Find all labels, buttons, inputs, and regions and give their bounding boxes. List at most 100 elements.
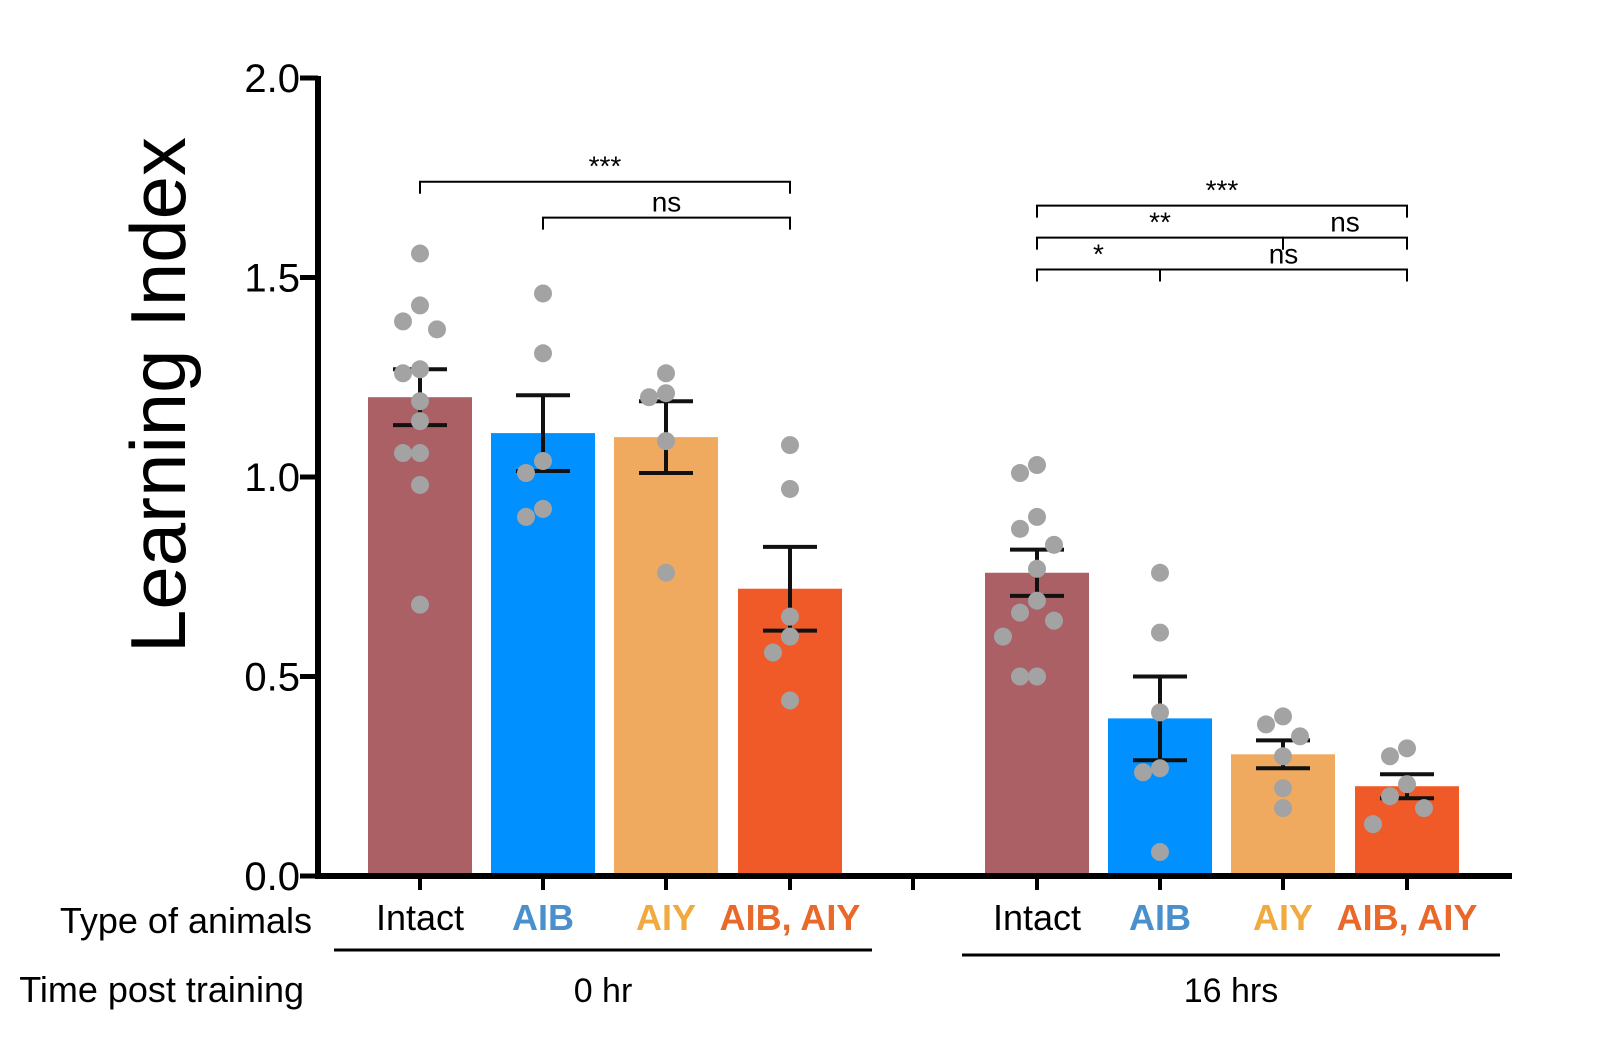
- category-label-7: AIB, AIY: [1337, 897, 1478, 938]
- category-label-5: AIB: [1129, 897, 1191, 938]
- data-point-0-4: [411, 360, 429, 379]
- data-point-7-3: [1381, 787, 1399, 806]
- data-point-4-7: [1011, 603, 1029, 622]
- data-point-0-2: [394, 312, 412, 331]
- significance-bracket-0: [419, 180, 791, 194]
- data-point-4-1: [1011, 464, 1029, 483]
- data-point-1-4: [534, 499, 552, 518]
- data-point-0-9: [394, 444, 412, 463]
- y-axis-label: Learning Index: [114, 137, 202, 653]
- data-point-6-2: [1291, 727, 1309, 746]
- data-point-0-3: [428, 320, 446, 339]
- significance-bracket-2: [1036, 204, 1408, 218]
- data-point-4-3: [1011, 519, 1029, 538]
- data-point-1-3: [517, 464, 535, 483]
- category-label-3: AIB, AIY: [720, 897, 861, 938]
- category-label-4: Intact: [993, 897, 1081, 938]
- data-point-1-2: [534, 452, 552, 471]
- data-point-3-4: [764, 643, 782, 662]
- data-point-1-0: [534, 284, 552, 303]
- data-point-5-5: [1151, 843, 1169, 862]
- y-tick-label-4: 2.0: [244, 57, 300, 101]
- labels-layer: 0.0 0.5 1.0 1.5 2.0 Learning Index Intact AIB AI…: [19, 57, 1477, 1010]
- data-point-5-2: [1151, 703, 1169, 722]
- data-point-6-0: [1274, 707, 1292, 726]
- category-label-0: Intact: [376, 897, 464, 938]
- bar-g1-0: [985, 572, 1089, 876]
- data-point-4-8: [1045, 611, 1063, 630]
- data-point-2-1: [657, 384, 675, 403]
- data-point-4-4: [1045, 535, 1063, 554]
- bar-g0-1: [491, 433, 595, 876]
- data-point-4-2: [1028, 507, 1046, 526]
- data-point-0-6: [411, 392, 429, 411]
- data-point-3-3: [781, 627, 799, 646]
- data-point-0-5: [394, 364, 412, 383]
- data-point-7-1: [1381, 747, 1399, 766]
- significance-label-3: **: [1149, 207, 1171, 238]
- data-point-2-3: [657, 432, 675, 451]
- data-point-4-9: [994, 627, 1012, 646]
- data-point-3-0: [781, 436, 799, 455]
- significance-layer: [419, 180, 1408, 282]
- data-point-2-4: [657, 563, 675, 582]
- data-point-6-3: [1274, 747, 1292, 766]
- axes-layer: [300, 75, 1512, 957]
- significance-bracket-5: [1036, 268, 1161, 282]
- data-points-layer: [394, 244, 1433, 862]
- category-label-2: AIY: [636, 897, 696, 938]
- y-tick-label-0: 0.0: [244, 855, 300, 899]
- data-point-0-8: [411, 444, 429, 463]
- significance-bracket-6: [1159, 268, 1408, 282]
- category-label-1: AIB: [512, 897, 574, 938]
- data-point-7-0: [1398, 739, 1416, 758]
- data-point-2-0: [657, 364, 675, 383]
- y-tick-label-2: 1.0: [244, 456, 300, 500]
- group-label-0: 0 hr: [574, 972, 633, 1010]
- data-point-0-7: [411, 412, 429, 431]
- data-point-2-2: [640, 388, 658, 407]
- significance-bracket-4: [1282, 236, 1408, 250]
- data-point-5-4: [1134, 763, 1152, 782]
- group-label-1: 16 hrs: [1184, 972, 1279, 1010]
- data-point-7-2: [1398, 775, 1416, 794]
- data-point-7-4: [1415, 799, 1433, 818]
- row-label-time: Time post training: [19, 969, 304, 1010]
- significance-label-0: ***: [589, 151, 622, 182]
- data-point-1-1: [534, 344, 552, 363]
- significance-bracket-3: [1036, 236, 1284, 250]
- data-point-5-0: [1151, 563, 1169, 582]
- data-point-4-6: [1028, 591, 1046, 610]
- data-point-4-10: [1028, 667, 1046, 686]
- significance-label-5: *: [1093, 239, 1104, 270]
- y-tick-label-1: 0.5: [244, 656, 300, 700]
- bar-g0-2: [614, 437, 718, 876]
- data-point-0-11: [411, 595, 429, 614]
- data-point-5-3: [1151, 759, 1169, 778]
- data-point-3-2: [781, 607, 799, 626]
- category-label-6: AIY: [1253, 897, 1313, 938]
- data-point-3-5: [781, 691, 799, 710]
- significance-label-1: ns: [652, 187, 682, 218]
- bar-g0-0: [368, 397, 472, 876]
- data-point-6-4: [1274, 779, 1292, 798]
- data-point-1-5: [517, 507, 535, 526]
- data-point-4-0: [1028, 456, 1046, 475]
- y-tick-label-3: 1.5: [244, 257, 300, 301]
- data-point-0-0: [411, 244, 429, 263]
- data-point-0-10: [411, 475, 429, 494]
- data-point-3-1: [781, 479, 799, 498]
- data-point-4-11: [1011, 667, 1029, 686]
- significance-label-2: ***: [1206, 175, 1239, 206]
- data-point-5-1: [1151, 623, 1169, 642]
- data-point-6-5: [1274, 799, 1292, 818]
- data-point-7-5: [1364, 815, 1382, 834]
- data-point-0-1: [411, 296, 429, 315]
- significance-label-4: ns: [1330, 207, 1360, 238]
- row-label-type: Type of animals: [60, 900, 312, 941]
- data-point-6-1: [1257, 715, 1275, 734]
- significance-bracket-1: [542, 216, 791, 230]
- data-point-4-5: [1028, 559, 1046, 578]
- significance-label-6: ns: [1269, 239, 1299, 270]
